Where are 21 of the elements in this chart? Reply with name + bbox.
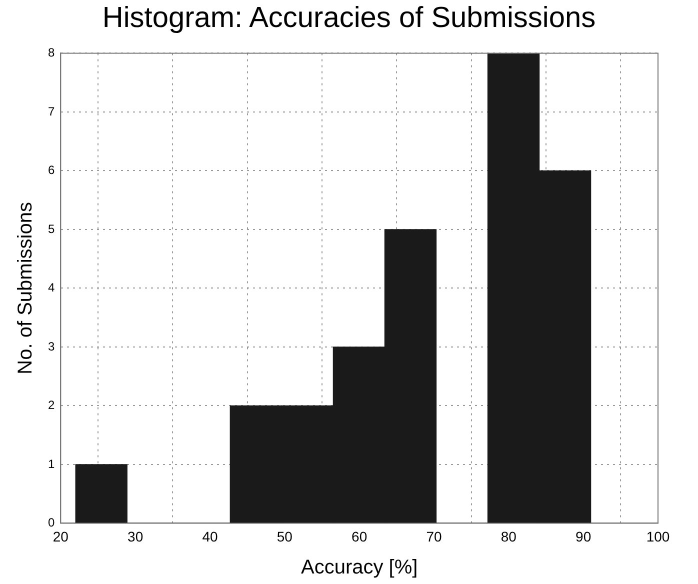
x-tick-label: 40 xyxy=(202,528,218,544)
y-tick-label: 6 xyxy=(48,163,55,178)
x-tick-label: 100 xyxy=(646,528,670,544)
y-tick-label: 5 xyxy=(48,222,55,236)
x-tick-label: 50 xyxy=(276,528,293,544)
chart-title: Histogram: Accuracies of Submissions xyxy=(101,2,597,35)
y-tick-label: 7 xyxy=(48,104,55,118)
x-tick-label: 80 xyxy=(500,528,517,544)
x-tick-label: 30 xyxy=(128,528,144,544)
y-tick-label: 4 xyxy=(48,280,55,295)
y-tick-label: 1 xyxy=(48,456,55,471)
y-tick-label: 8 xyxy=(48,46,55,60)
y-tick-label: 2 xyxy=(48,398,55,412)
y-tick-label: 0 xyxy=(48,516,55,530)
x-tick-label: 60 xyxy=(352,528,368,544)
x-tick-label: 70 xyxy=(426,528,442,544)
y-axis-title: No. of Submissions xyxy=(14,202,37,374)
x-tick-label: 20 xyxy=(52,528,69,544)
x-axis-title: Accuracy [%] xyxy=(300,556,418,579)
y-tick-label: 3 xyxy=(48,339,55,354)
x-tick-label: 90 xyxy=(576,528,592,544)
